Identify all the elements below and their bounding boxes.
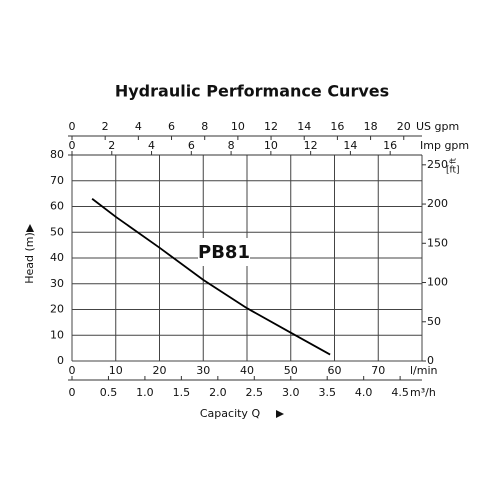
y2-label: ft: [449, 158, 458, 164]
x-tick-label: 20: [397, 120, 411, 133]
x-tick-label: 6: [168, 120, 175, 133]
x-tick-label: 3.0: [282, 386, 300, 399]
axis-unit: m³/h: [410, 386, 436, 399]
x-tick-label: 16: [383, 139, 397, 152]
x-tick-label: 0: [69, 139, 76, 152]
x-tick-label: 0: [69, 364, 76, 377]
x-tick-label: 8: [201, 120, 208, 133]
x-tick-label: 20: [153, 364, 167, 377]
y-tick-label: 50: [50, 225, 64, 238]
x-tick-label: 2: [108, 139, 115, 152]
chart-title: Hydraulic Performance Curves: [115, 82, 389, 101]
y2-tick-label: 100: [427, 276, 448, 289]
x-tick-label: 10: [231, 120, 245, 133]
x-tick-label: 10: [264, 139, 278, 152]
x-tick-label: 30: [196, 364, 210, 377]
y2-unit: [ft]: [446, 166, 460, 176]
x-tick-label: 0.5: [100, 386, 118, 399]
y-tick-label: 20: [50, 303, 64, 316]
y2-tick-label: 0: [427, 354, 434, 367]
y-tick-label: 60: [50, 200, 64, 213]
y-tick-label: 70: [50, 174, 64, 187]
x-tick-label: 60: [328, 364, 342, 377]
x-tick-label: 70: [371, 364, 385, 377]
x-tick-label: 18: [364, 120, 378, 133]
x-tick-label: 2.5: [246, 386, 264, 399]
x-tick-label: 10: [109, 364, 123, 377]
x-tick-label: 0: [69, 120, 76, 133]
y2-tick-label: 150: [427, 236, 448, 249]
x-tick-label: 6: [188, 139, 195, 152]
curve-label: PB81: [198, 242, 250, 263]
y-tick-label: 10: [50, 328, 64, 341]
x-tick-label: 4.5: [391, 386, 409, 399]
x-tick-label: 4.0: [355, 386, 373, 399]
x-tick-label: 2: [102, 120, 109, 133]
arrow: [26, 224, 34, 232]
y-axis-label: Head (m): [23, 232, 36, 284]
x-tick-label: 0: [69, 386, 76, 399]
x-tick-label: 4: [148, 139, 155, 152]
x-tick-label: 8: [228, 139, 235, 152]
y2-tick-label: 50: [427, 315, 441, 328]
y2-tick-label: 250: [427, 158, 448, 171]
x-tick-label: 40: [240, 364, 254, 377]
x-tick-label: 2.0: [209, 386, 227, 399]
y-tick-label: 0: [57, 354, 64, 367]
x-tick-label: 12: [304, 139, 318, 152]
y-tick-label: 30: [50, 277, 64, 290]
x-unit: l/min: [410, 364, 438, 377]
arrow: [276, 410, 284, 418]
x-tick-label: 50: [284, 364, 298, 377]
x-tick-label: 4: [135, 120, 142, 133]
y2-tick-label: 200: [427, 197, 448, 210]
axis-unit: Imp gpm: [420, 139, 469, 152]
x-tick-label: 1.0: [136, 386, 154, 399]
axis-unit: US gpm: [416, 120, 459, 133]
y-tick-label: 40: [50, 251, 64, 264]
y-tick-label: 80: [50, 148, 64, 161]
x-tick-label: 3.5: [318, 386, 336, 399]
x-axis-label: Capacity Q: [200, 407, 261, 420]
curve: [91, 198, 331, 356]
x-tick-label: 16: [330, 120, 344, 133]
label-bg: [198, 238, 250, 266]
x-tick-label: 14: [297, 120, 311, 133]
x-tick-label: 12: [264, 120, 278, 133]
x-tick-label: 1.5: [173, 386, 191, 399]
x-tick-label: 14: [343, 139, 357, 152]
